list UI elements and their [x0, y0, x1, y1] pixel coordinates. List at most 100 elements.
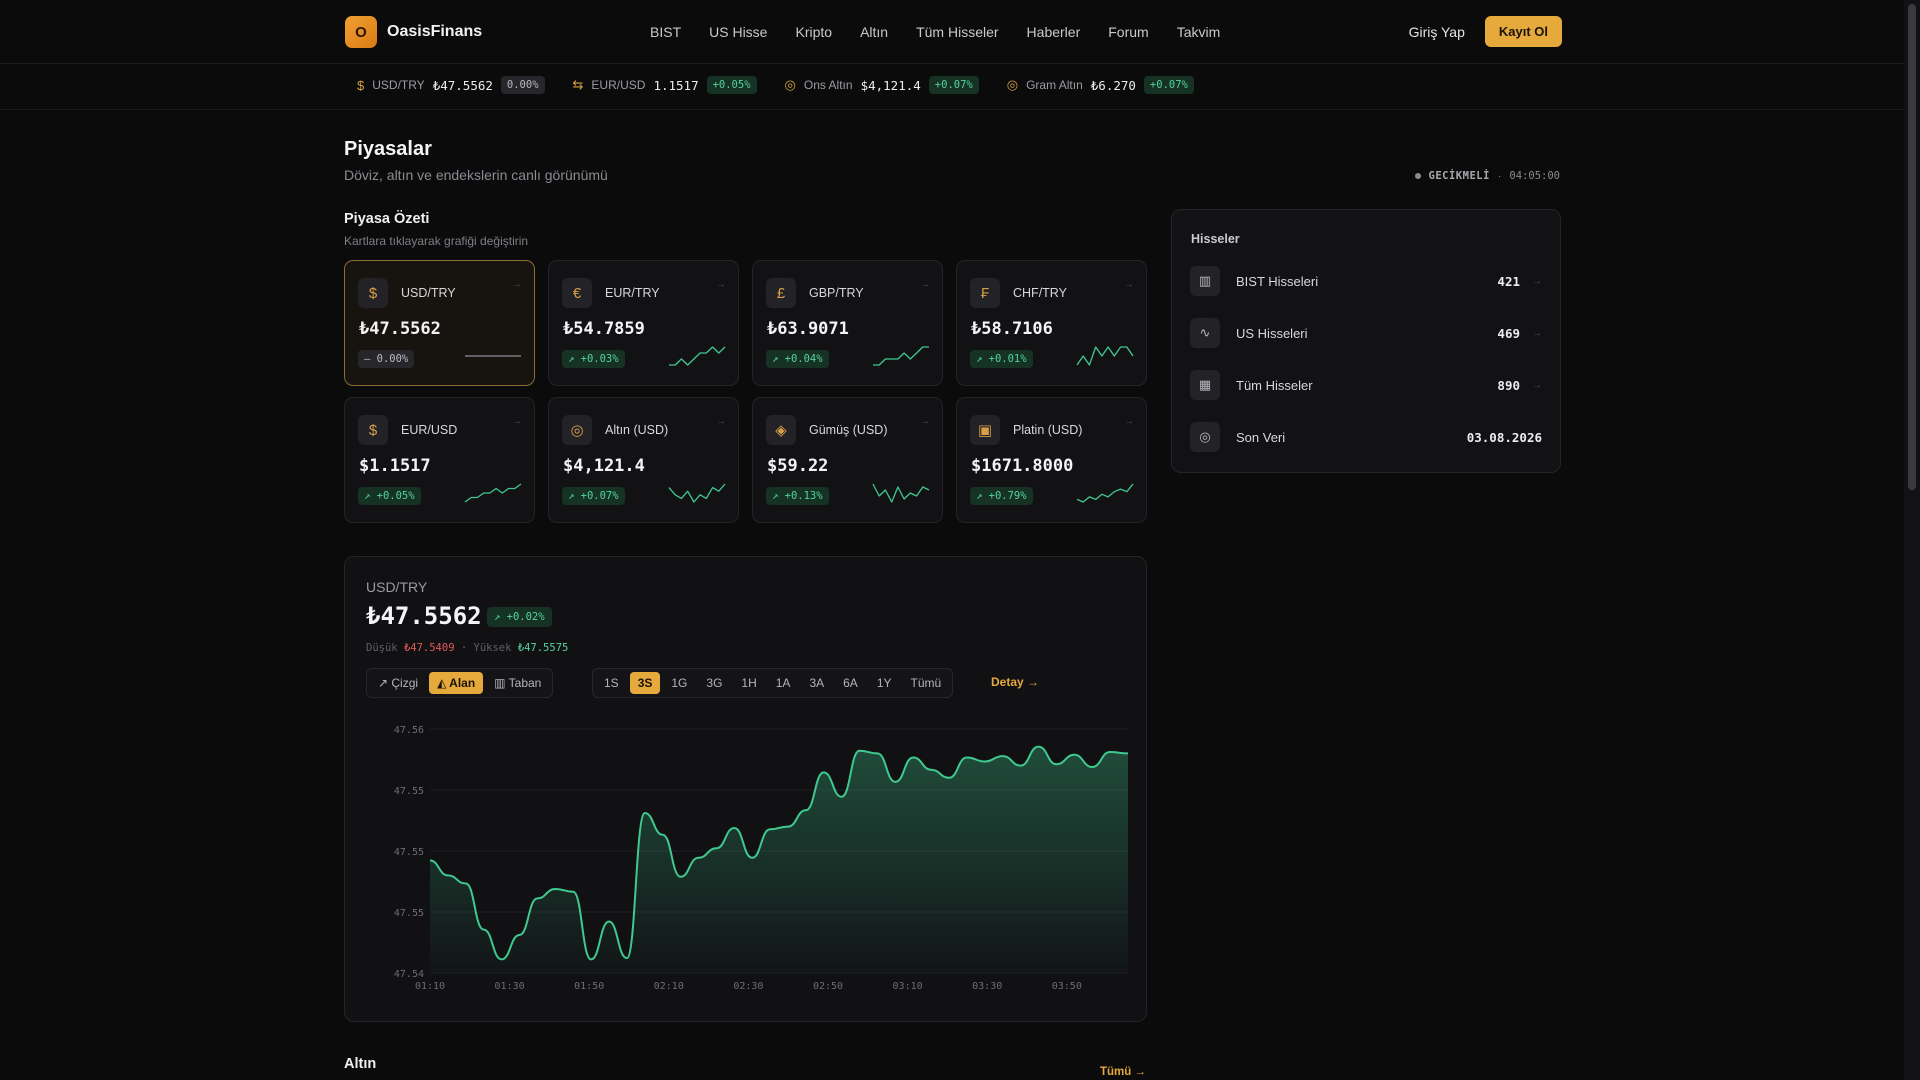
page-scrollbar[interactable]	[1904, 0, 1920, 1080]
nav-bist[interactable]: BIST	[650, 24, 682, 40]
range-option[interactable]: 1Y	[876, 676, 892, 690]
sparkline-path	[1076, 346, 1134, 366]
market-card[interactable]: € EUR/TRY → ₺54.7859 ↗ +0.03%	[548, 260, 739, 386]
dollar-icon: $	[358, 278, 388, 308]
range-option[interactable]: Tümü	[910, 676, 942, 690]
nav-us-hisse[interactable]: US Hisse	[709, 24, 768, 40]
chart-type-option[interactable]: ◭ Alan	[429, 672, 484, 694]
market-card[interactable]: ◎ Altın (USD) → $4,121.4 ↗ +0.07%	[548, 397, 739, 523]
card-arrow-icon: →	[512, 279, 522, 290]
signup-button[interactable]: Kayıt Ol	[1484, 16, 1562, 47]
card-change-badge: ↗ +0.07%	[562, 487, 625, 505]
dollar-icon: $	[357, 77, 365, 93]
coins-icon: ◎	[784, 77, 796, 92]
x-tick-label: 03:10	[893, 981, 923, 992]
stocks-row[interactable]: ∿ US Hisseleri 469 →	[1190, 317, 1542, 349]
coins-icon: ◎	[1006, 77, 1019, 92]
price-ticker: $ USD/TRY ₺47.5562 0.00% ⇆ EUR/USD 1.1517 +0.05…	[0, 64, 1904, 110]
data-status: GECİKMELİ · 04:05:00	[1414, 170, 1560, 182]
range-option[interactable]: 3G	[706, 676, 723, 690]
dollar-icon: $	[358, 415, 388, 445]
stocks-row[interactable]: ▥ BIST Hisseleri 421 →	[1190, 265, 1542, 297]
market-card[interactable]: ▣ Platin (USD) → $1671.8000 ↗ +0.79%	[956, 397, 1147, 523]
nav-altin[interactable]: Altın	[860, 24, 889, 40]
ticker-name: Ons Altın	[803, 78, 853, 92]
card-sparkline	[873, 346, 929, 366]
stocks-panel: Hisseler ▥ BIST Hisseleri 421 → ∿ US Hisseler…	[1171, 209, 1561, 473]
ticker-change-badge: 0.00%	[500, 76, 545, 94]
market-card[interactable]: ₣ CHF/TRY → ₺58.7106 ↗ +0.01%	[956, 260, 1147, 386]
card-value: $1671.8000	[971, 456, 1074, 476]
auth-actions: Giriş Yap Kayıt Ol	[1409, 16, 1562, 47]
area-fill	[430, 746, 1128, 973]
ticker-item[interactable]: ◎ Gram Altın ₺6.270 +0.07%	[1007, 76, 1194, 94]
market-summary-cards: $ USD/TRY → ₺47.5562 — 0.00% € EUR/TRY → ₺54.785…	[344, 260, 1147, 523]
ticker-change-badge: +0.07%	[1143, 76, 1194, 94]
coins-icon: ◎	[1190, 422, 1220, 452]
ticker-name: Gram Altın	[1026, 78, 1083, 92]
stocks-row[interactable]: ◎ Son Veri 03.08.2026	[1190, 421, 1542, 453]
chart-value: ₺47.5562	[366, 602, 482, 630]
ticker-change-badge: +0.07%	[928, 76, 979, 94]
summary-title: Piyasa Özeti	[344, 211, 430, 227]
nav-haberler[interactable]: Haberler	[1026, 24, 1081, 40]
card-change-badge: ↗ +0.01%	[970, 350, 1033, 368]
low-label: Düşük	[366, 642, 398, 654]
chart-type-option[interactable]: ↗ Çizgi	[378, 676, 419, 690]
ticker-item[interactable]: ⇆ EUR/USD 1.1517 +0.05%	[573, 76, 757, 94]
detail-link[interactable]: Detay →	[991, 675, 1040, 689]
ticker-change-badge: +0.05%	[706, 76, 757, 94]
card-arrow-icon: →	[716, 279, 726, 290]
market-card[interactable]: $ EUR/USD → $1.1517 ↗ +0.05%	[344, 397, 535, 523]
card-sparkline	[1076, 483, 1134, 503]
ticker-item[interactable]: ◎ Ons Altın $4,121.4 +0.07%	[785, 76, 979, 94]
card-change-badge: ↗ +0.79%	[970, 487, 1033, 505]
chart-symbol: USD/TRY	[366, 579, 428, 595]
ticker-item[interactable]: $ USD/TRY ₺47.5562 0.00%	[357, 76, 545, 94]
nav-tum-hisseler[interactable]: Tüm Hisseler	[916, 24, 999, 40]
range-option[interactable]: 3S	[629, 672, 661, 694]
card-value: ₺63.9071	[767, 319, 849, 339]
range-option[interactable]: 1H	[741, 676, 757, 690]
market-card[interactable]: £ GBP/TRY → ₺63.9071 ↗ +0.04%	[752, 260, 943, 386]
card-value: $1.1517	[359, 456, 431, 476]
stocks-row[interactable]: ▦ Tüm Hisseler 890 →	[1190, 369, 1542, 401]
status-separator: ·	[1497, 170, 1502, 182]
x-tick-label: 03:30	[972, 981, 1002, 992]
brand-logo[interactable]: O OasisFinans	[345, 16, 482, 48]
login-button[interactable]: Giriş Yap	[1408, 23, 1465, 40]
nav-takvim[interactable]: Takvim	[1176, 24, 1221, 40]
ticker-name: EUR/USD	[591, 78, 646, 92]
card-arrow-icon: →	[1124, 279, 1134, 290]
card-arrow-icon: →	[920, 279, 930, 290]
status-label: GECİKMELİ	[1428, 170, 1490, 182]
card-arrow-icon: →	[1124, 416, 1134, 427]
range-option[interactable]: 1G	[671, 676, 688, 690]
top-navigation-bar: O OasisFinans BIST US Hisse Kripto Altın…	[0, 0, 1904, 64]
sparkline-path	[464, 483, 522, 503]
nav-forum[interactable]: Forum	[1108, 24, 1149, 40]
card-change-badge: ↗ +0.13%	[766, 487, 829, 505]
logo-mark: O	[345, 16, 377, 48]
range-option[interactable]: 3A	[809, 676, 825, 690]
card-sparkline	[668, 483, 726, 503]
market-card[interactable]: $ USD/TRY → ₺47.5562 — 0.00%	[344, 260, 535, 386]
range-option[interactable]: 6A	[843, 676, 858, 690]
card-value: $59.22	[767, 456, 829, 476]
stocks-row-count: 469	[1497, 325, 1520, 341]
gold-section-title: Altın	[344, 1056, 377, 1072]
stocks-panel-title: Hisseler	[1191, 232, 1240, 246]
market-card[interactable]: ◈ Gümüş (USD) → $59.22 ↗ +0.13%	[752, 397, 943, 523]
y-tick-label: 47.54	[394, 969, 424, 980]
gold-see-all-link[interactable]: Tümü →	[1100, 1066, 1146, 1078]
gem-icon: ◈	[766, 415, 796, 445]
card-change-badge: ↗ +0.03%	[562, 350, 625, 368]
x-tick-label: 01:10	[415, 981, 445, 992]
range-option[interactable]: 1S	[604, 676, 619, 690]
y-tick-label: 47.55	[394, 908, 424, 919]
scrollbar-thumb[interactable]	[1908, 4, 1916, 490]
card-name: Altın (USD)	[605, 423, 669, 437]
nav-kripto[interactable]: Kripto	[795, 24, 833, 40]
range-option[interactable]: 1A	[775, 676, 791, 690]
chart-type-option[interactable]: ▥ Taban	[494, 676, 542, 690]
